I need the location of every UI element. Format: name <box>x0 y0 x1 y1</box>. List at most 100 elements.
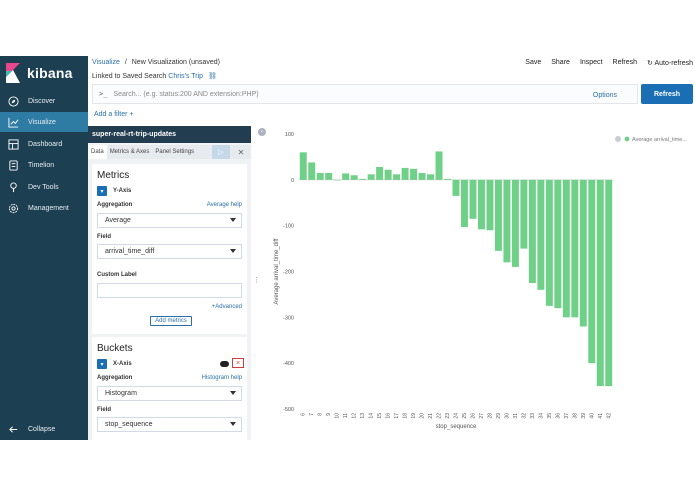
wrench-icon <box>8 181 19 193</box>
bar <box>596 179 604 387</box>
custom-label-input[interactable] <box>97 283 242 298</box>
bar <box>562 179 570 318</box>
toggle-aggregation-switch[interactable] <box>220 361 229 367</box>
x-tick-label: 32 <box>521 413 527 419</box>
metrics-card: Metrics ▾ Y-Axis Aggregation Average hel… <box>92 164 247 334</box>
tab-data[interactable]: Data <box>88 145 107 159</box>
kibana-logo-icon <box>6 63 20 83</box>
tab-panel-settings[interactable]: Panel Settings <box>155 149 195 155</box>
bar <box>308 162 316 180</box>
chevron-down-icon[interactable]: ▾ <box>97 359 107 369</box>
legend-label: Average arrival_time... <box>632 137 687 143</box>
bar <box>528 179 536 283</box>
tab-metrics-axes[interactable]: Metrics & Axes <box>109 149 150 155</box>
y-tick-label: 0 <box>291 178 294 184</box>
bar <box>554 179 562 309</box>
advanced-toggle[interactable]: +Advanced <box>211 304 242 310</box>
bar <box>342 173 350 180</box>
bucket-aggregation-value: Histogram <box>105 390 137 397</box>
x-tick-label: 13 <box>360 413 366 419</box>
apply-changes-button[interactable]: ▷ <box>212 145 230 159</box>
aggregation-help-link[interactable]: Histogram help <box>201 375 242 381</box>
chevron-down-icon[interactable]: ▾ <box>97 186 107 196</box>
x-tick-label: 19 <box>411 413 417 419</box>
bar <box>537 179 545 290</box>
sidebar-item-dashboard[interactable]: Dashboard <box>0 134 88 154</box>
sidebar-item-dev-tools[interactable]: Dev Tools <box>0 177 88 197</box>
sidebar-collapse[interactable]: Collapse <box>0 419 88 439</box>
save-button[interactable]: Save <box>525 59 542 66</box>
editor-tabs: Data Metrics & Axes Panel Settings ▷ ✕ <box>88 145 251 159</box>
x-tick-label: 24 <box>454 413 460 419</box>
bar <box>325 172 333 180</box>
dashboard-icon <box>8 138 19 150</box>
x-tick-label: 41 <box>598 413 604 419</box>
search-bar[interactable]: >_ Search... (e.g. status:200 AND extens… <box>92 84 638 104</box>
x-tick-label: 35 <box>547 413 553 419</box>
bucket-aggregation-select[interactable]: Histogram <box>97 386 242 401</box>
close-icon: × <box>235 359 241 367</box>
sidebar-item-visualize[interactable]: Visualize <box>0 112 88 132</box>
search-input[interactable]: Search... (e.g. status:200 AND extension… <box>113 90 259 98</box>
refresh-link[interactable]: Refresh <box>612 59 638 66</box>
add-filter-button[interactable]: Add a filter + <box>94 111 134 118</box>
kibana-logo[interactable]: kibana <box>6 62 84 84</box>
bar <box>393 174 401 180</box>
panel-resize-handle[interactable]: ⋮ <box>251 126 260 440</box>
sidebar-item-management[interactable]: Management <box>0 198 88 218</box>
x-tick-label: 40 <box>589 413 595 419</box>
bar <box>410 168 418 180</box>
bar <box>511 179 519 267</box>
sidebar-item-label: Visualize <box>28 118 56 126</box>
x-tick-label: 38 <box>572 413 578 419</box>
bucket-field-select[interactable]: stop_sequence <box>97 417 242 432</box>
bar <box>461 179 468 228</box>
play-icon: ▷ <box>218 149 224 156</box>
breadcrumb-visualize[interactable]: Visualize <box>92 59 120 66</box>
x-axis-header[interactable]: ▾ X-Axis <box>97 359 132 369</box>
unlink-icon[interactable]: ⛓ <box>208 73 217 80</box>
metric-aggregation-select[interactable]: Average <box>97 213 242 228</box>
options-button[interactable]: Options <box>592 92 617 99</box>
compass-icon <box>8 95 19 107</box>
x-tick-label: 26 <box>470 413 476 419</box>
x-tick-label: 22 <box>437 413 443 419</box>
inspect-button[interactable]: Inspect <box>579 59 603 66</box>
auto-refresh-button[interactable]: ↻ Auto-refresh <box>647 59 693 67</box>
top-header: Visualize / New Visualization (unsaved) … <box>88 56 695 126</box>
x-tick-label: 17 <box>394 413 400 419</box>
bar <box>333 179 341 181</box>
sidebar-item-label: Dev Tools <box>28 183 59 191</box>
bar <box>427 174 435 180</box>
remove-aggregation-button[interactable]: × <box>232 358 244 368</box>
bar <box>520 179 528 249</box>
bar-chart: 100 0 -100 -200 -300 -400 -500 Average arrival_… <box>274 132 687 430</box>
aggregation-help-link[interactable]: Average help <box>206 202 242 208</box>
sidebar-item-discover[interactable]: Discover <box>0 91 88 111</box>
collapse-label: Collapse <box>28 425 56 433</box>
discard-changes-button[interactable]: ✕ <box>234 145 248 159</box>
collapse-sidebar-icon[interactable]: ‹ <box>258 128 266 136</box>
bar <box>435 151 443 180</box>
gear-icon <box>8 203 19 214</box>
auto-refresh-label: Auto-refresh <box>654 60 693 67</box>
bar <box>316 172 324 180</box>
x-tick-label: 8 <box>318 413 324 416</box>
x-tick-label: 21 <box>428 413 434 419</box>
y-axis-header[interactable]: ▾ Y-Axis <box>97 186 131 196</box>
metric-field-select[interactable]: arrival_time_diff <box>97 244 242 259</box>
add-metrics-button[interactable]: Add metrics <box>150 316 192 326</box>
sidebar-item-timelion[interactable]: Timelion <box>0 155 88 175</box>
aggregation-label: Aggregation <box>97 202 133 208</box>
aggregation-label: Aggregation <box>97 375 133 381</box>
share-button[interactable]: Share <box>551 59 570 66</box>
x-tick-label: 37 <box>564 413 570 419</box>
caret-down-icon <box>230 422 236 426</box>
bar <box>477 179 485 230</box>
close-icon: ✕ <box>237 147 245 157</box>
y-tick-label: -500 <box>283 407 294 413</box>
refresh-button[interactable]: Refresh <box>641 84 693 104</box>
linked-search-link[interactable]: Chris's Trip <box>168 73 204 80</box>
x-tick-label: 7 <box>309 413 315 416</box>
caret-down-icon <box>230 218 236 222</box>
